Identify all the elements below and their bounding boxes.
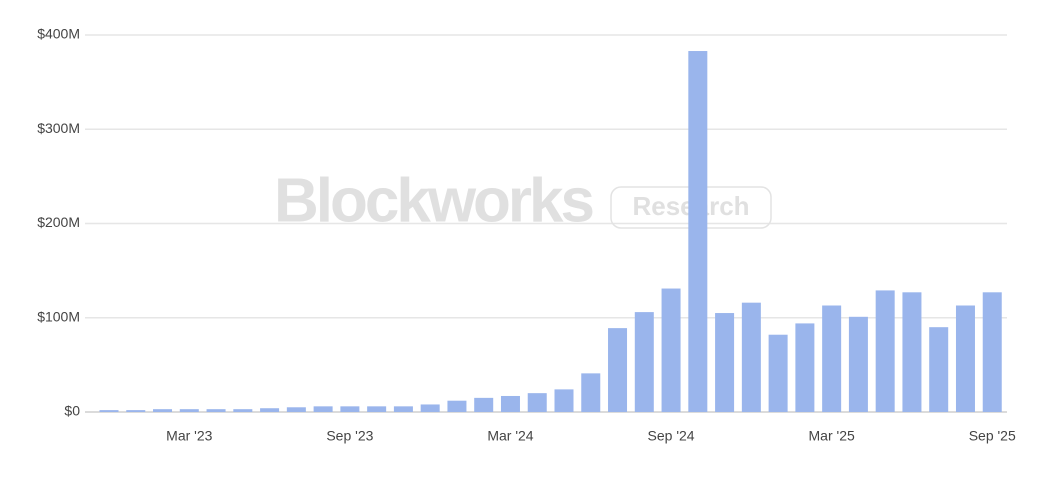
- y-tick-label: $100M: [37, 308, 80, 324]
- bar: [527, 393, 547, 412]
- bar: [955, 305, 975, 412]
- x-tick-label: Mar '25: [809, 428, 855, 444]
- y-tick-label: $300M: [37, 120, 80, 136]
- x-tick-label: Mar '24: [487, 428, 533, 444]
- bar: [741, 302, 761, 412]
- bar: [313, 406, 333, 412]
- y-tick-label: $200M: [37, 214, 80, 230]
- x-tick-label: Sep '24: [648, 428, 695, 444]
- x-tick-label: Mar '23: [166, 428, 212, 444]
- bar: [393, 406, 413, 412]
- bar: [179, 409, 199, 412]
- y-tick-label: $0: [64, 403, 80, 419]
- bar: [634, 312, 654, 412]
- bar: [233, 409, 253, 412]
- bar: [929, 327, 949, 412]
- bar: [822, 305, 842, 412]
- watermark-brand: Blockworks: [274, 166, 593, 235]
- bar: [795, 323, 815, 412]
- bar: [99, 410, 119, 412]
- x-tick-label: Sep '25: [969, 428, 1016, 444]
- bar: [447, 400, 467, 412]
- bar: [902, 292, 922, 412]
- bar: [126, 410, 146, 412]
- bar: [500, 395, 520, 412]
- bar: [367, 406, 387, 412]
- bar: [420, 404, 440, 412]
- bar: [875, 290, 895, 412]
- bar: [768, 334, 788, 412]
- x-tick-label: Sep '23: [326, 428, 373, 444]
- bar: [340, 406, 360, 412]
- bar: [554, 389, 574, 412]
- bar: [286, 407, 306, 412]
- bar: [206, 409, 226, 412]
- bar: [982, 292, 1002, 412]
- y-tick-label: $400M: [37, 26, 80, 42]
- bar: [688, 51, 708, 413]
- bar: [474, 397, 494, 412]
- bar: [581, 373, 601, 412]
- bar: [661, 288, 681, 412]
- bar: [848, 316, 868, 412]
- bar: [715, 313, 735, 412]
- bar: [260, 408, 280, 412]
- bar: [153, 409, 173, 412]
- bar: [608, 328, 628, 412]
